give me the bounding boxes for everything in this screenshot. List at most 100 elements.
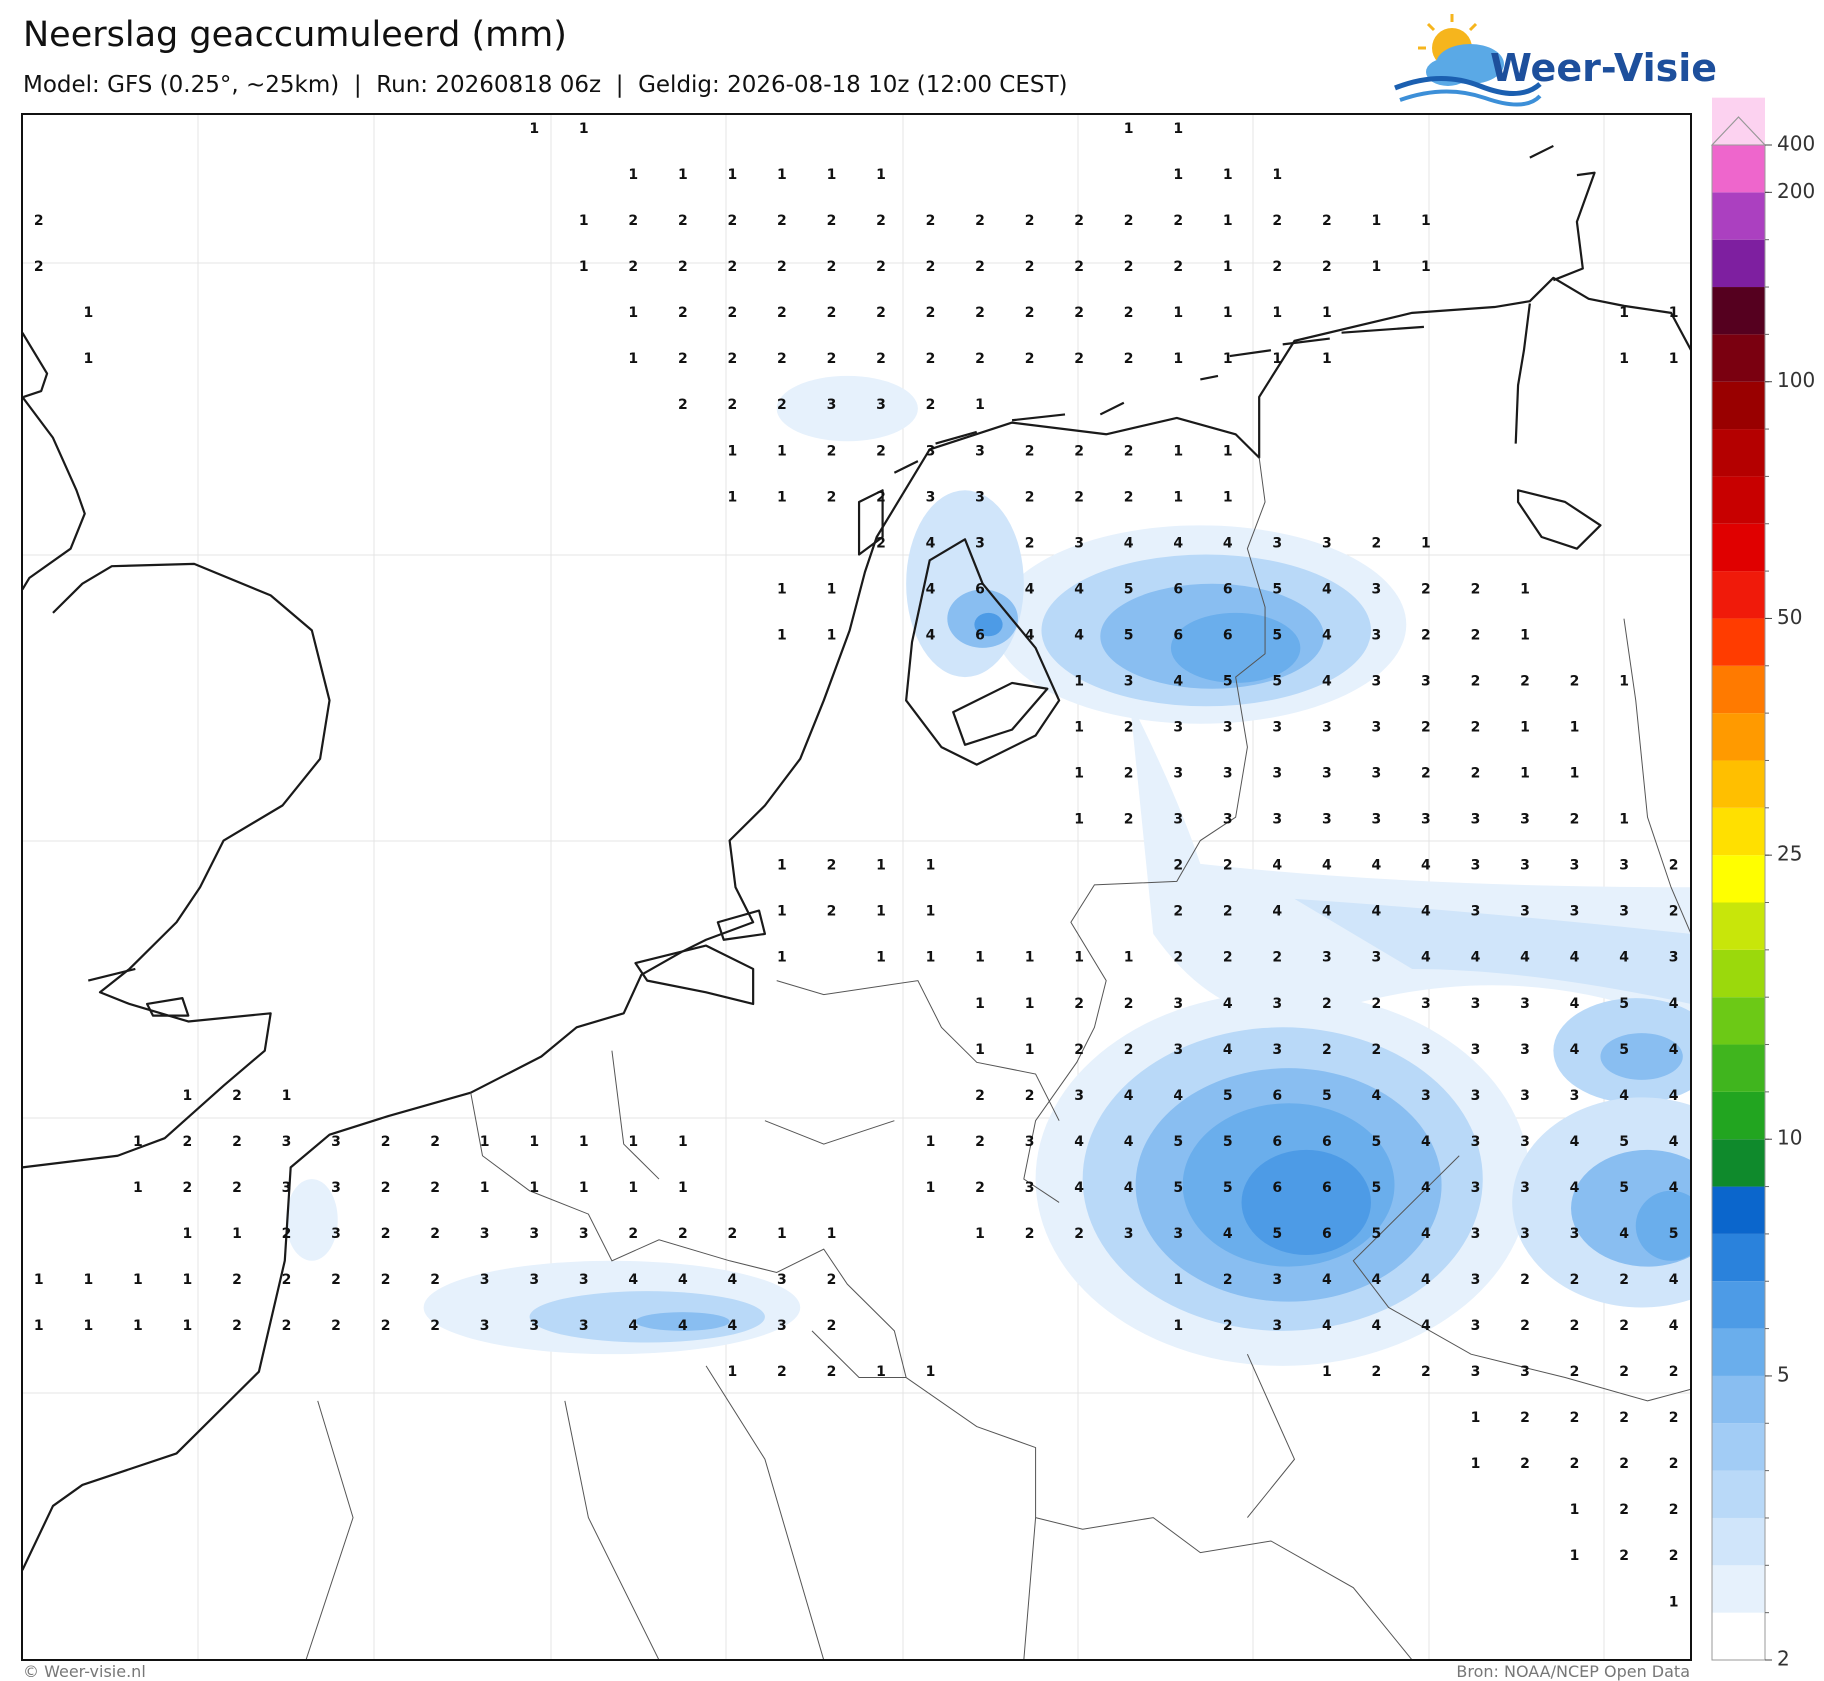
precip-value: 3 (1372, 720, 1382, 736)
precip-value: 2 (1471, 673, 1481, 689)
precip-value: 3 (331, 1226, 341, 1242)
colorbar-segment (1712, 902, 1765, 950)
precip-value: 4 (1669, 1134, 1679, 1150)
precip-value: 2 (1669, 1456, 1679, 1472)
precip-value: 3 (926, 489, 936, 505)
precip-value: 4 (1570, 1134, 1580, 1150)
precip-value: 2 (1619, 1272, 1629, 1288)
precip-value: 3 (975, 489, 985, 505)
precip-value: 2 (827, 259, 837, 275)
precip-value: 2 (975, 213, 985, 229)
precip-value: 1 (628, 351, 638, 367)
precip-value: 1 (1570, 720, 1580, 736)
precip-value: 3 (1272, 812, 1282, 828)
precip-value: 1 (777, 1226, 787, 1242)
precip-value: 3 (1025, 1134, 1035, 1150)
precip-value: 2 (876, 489, 886, 505)
precip-value: 1 (827, 167, 837, 183)
precip-value: 2 (381, 1180, 391, 1196)
precip-value: 2 (1124, 1042, 1134, 1058)
precip-value: 2 (1619, 1456, 1629, 1472)
precip-value: 2 (975, 1134, 985, 1150)
precip-value: 4 (1322, 581, 1332, 597)
precip-value: 1 (1173, 121, 1183, 137)
precip-value: 4 (926, 535, 936, 551)
precip-value: 2 (827, 1318, 837, 1334)
precip-value: 1 (1173, 351, 1183, 367)
precip-value: 2 (777, 351, 787, 367)
precip-value: 3 (1372, 766, 1382, 782)
precip-value: 3 (579, 1226, 589, 1242)
precip-value: 2 (430, 1134, 440, 1150)
precip-value: 2 (1421, 766, 1431, 782)
precip-value: 2 (1124, 812, 1134, 828)
precip-value: 3 (1669, 950, 1679, 966)
precip-value: 1 (1322, 305, 1332, 321)
precip-value: 1 (926, 1134, 936, 1150)
precip-value: 5 (1272, 673, 1282, 689)
precip-value: 2 (628, 259, 638, 275)
precip-value: 3 (777, 1272, 787, 1288)
precip-value: 1 (777, 627, 787, 643)
precip-value: 1 (1520, 720, 1530, 736)
precip-value: 1 (1223, 213, 1233, 229)
precip-value: 3 (1520, 996, 1530, 1012)
precip-value: 2 (232, 1272, 242, 1288)
precip-value: 1 (133, 1318, 143, 1334)
precip-value: 5 (1619, 996, 1629, 1012)
precip-value: 1 (1520, 627, 1530, 643)
precip-value: 2 (1124, 351, 1134, 367)
precip-value: 2 (926, 259, 936, 275)
precip-value: 5 (1272, 627, 1282, 643)
precip-value: 3 (1421, 673, 1431, 689)
precip-value: 2 (1421, 627, 1431, 643)
precip-value: 2 (381, 1318, 391, 1334)
precip-value: 1 (1025, 1042, 1035, 1058)
precip-value: 1 (628, 167, 638, 183)
precip-value: 3 (1372, 812, 1382, 828)
precip-value: 1 (777, 167, 787, 183)
precip-value: 2 (1272, 950, 1282, 966)
precip-value: 2 (1669, 904, 1679, 920)
precip-value: 1 (579, 213, 589, 229)
precip-value: 3 (1471, 1134, 1481, 1150)
precip-value: 2 (1124, 213, 1134, 229)
precip-value: 1 (1124, 121, 1134, 137)
precip-value: 4 (1619, 1088, 1629, 1104)
precip-value: 2 (678, 259, 688, 275)
precip-value: 3 (1272, 1272, 1282, 1288)
precip-value: 2 (1619, 1410, 1629, 1426)
colorbar-segment (1712, 476, 1765, 524)
colorbar-segment (1712, 760, 1765, 808)
precip-value: 4 (1520, 950, 1530, 966)
precip-value: 2 (1173, 950, 1183, 966)
precip-value: 2 (1421, 581, 1431, 597)
precip-value: 4 (1322, 673, 1332, 689)
precip-value: 2 (1570, 673, 1580, 689)
colorbar-segment (1712, 192, 1765, 240)
precip-value: 4 (1669, 1088, 1679, 1104)
precip-value: 2 (1124, 443, 1134, 459)
precip-value: 4 (1173, 673, 1183, 689)
precip-value: 2 (1322, 996, 1332, 1012)
precip-value: 4 (1322, 1318, 1332, 1334)
precip-value: 2 (381, 1272, 391, 1288)
precip-value: 2 (282, 1272, 292, 1288)
colorbar-segment (1712, 1186, 1765, 1234)
precip-value: 3 (1471, 812, 1481, 828)
precip-value: 2 (232, 1134, 242, 1150)
precip-value: 4 (1372, 904, 1382, 920)
precip-value: 2 (727, 351, 737, 367)
precip-value: 1 (678, 167, 688, 183)
precip-value: 2 (183, 1134, 193, 1150)
precip-value: 1 (777, 489, 787, 505)
precip-value: 3 (1570, 858, 1580, 874)
precip-value: 1 (975, 996, 985, 1012)
precip-value: 4 (727, 1318, 737, 1334)
precip-value: 1 (678, 1180, 688, 1196)
precip-value: 6 (1322, 1226, 1332, 1242)
precip-value: 4 (1124, 1180, 1134, 1196)
precip-value: 6 (1322, 1180, 1332, 1196)
precip-value: 2 (1074, 213, 1084, 229)
precip-value: 3 (1173, 1042, 1183, 1058)
